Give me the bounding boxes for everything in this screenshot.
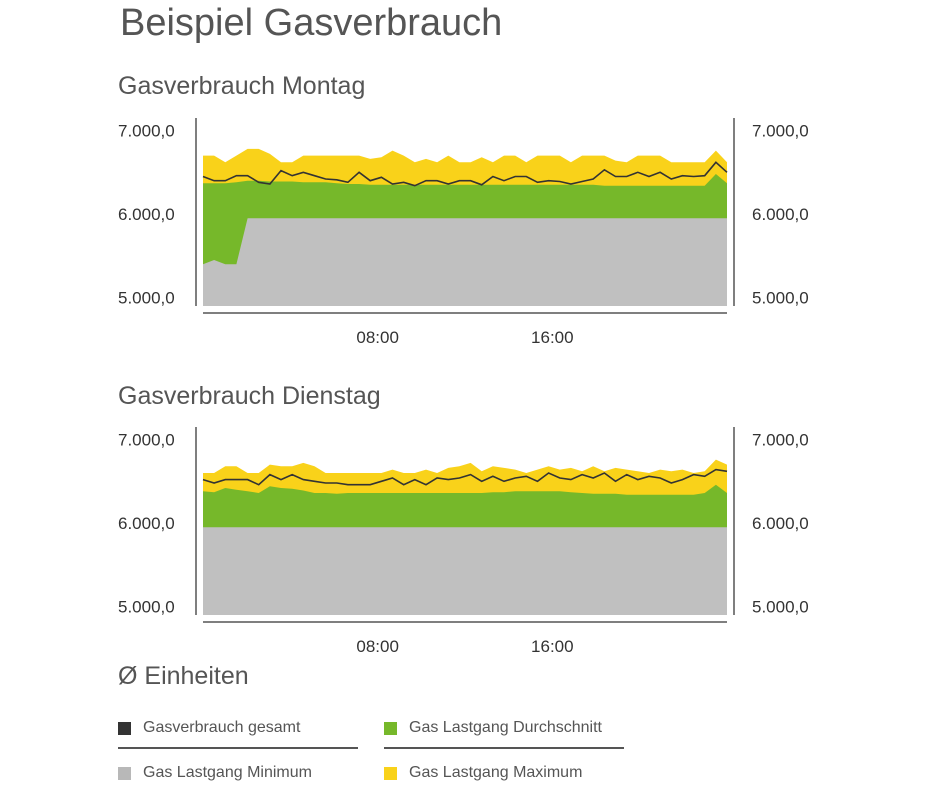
chart-title-dienstag: Gasverbrauch Dienstag (118, 382, 381, 410)
chart-montag: 7.000,0 7.000,0 6.000,0 6.000,0 5.000,0 5.000… (118, 118, 809, 347)
y-tick-label-right: 6.000,0 (752, 205, 809, 224)
legend-swatch (118, 721, 131, 735)
legend-label: Gas Lastgang Durchschnitt (409, 719, 602, 736)
legend-label: Gas Lastgang Maximum (409, 764, 583, 781)
series-gesamt-line (202, 468, 728, 486)
legend-divider (384, 747, 624, 749)
legend-item-maximum: Gas Lastgang Maximum (384, 764, 582, 782)
chart-dienstag: 7.000,0 7.000,0 6.000,0 6.000,0 5.000,0 5.000… (118, 427, 809, 656)
series-minimum-area (203, 218, 727, 306)
legend-swatch (118, 766, 131, 780)
x-tick-label: 08:00 (356, 637, 399, 656)
y-tick-label-left: 6.000,0 (118, 514, 175, 533)
y-tick-label-right: 5.000,0 (752, 598, 809, 617)
y-tick-label-right: 5.000,0 (752, 289, 809, 308)
y-tick-label-right: 7.000,0 (752, 122, 809, 141)
legend-item-gesamt: Gasverbrauch gesamt (118, 719, 300, 737)
legend-swatch (384, 721, 397, 735)
y-tick-label-left: 5.000,0 (118, 598, 175, 617)
legend-label: Gasverbrauch gesamt (143, 719, 301, 736)
y-tick-label-right: 7.000,0 (752, 431, 809, 450)
legend-title: Ø Einheiten (118, 662, 249, 690)
x-tick-label: 08:00 (356, 328, 399, 347)
chart-title-montag: Gasverbrauch Montag (118, 72, 366, 100)
y-tick-label-left: 7.000,0 (118, 122, 175, 141)
series-gesamt-line (202, 161, 728, 187)
legend-item-durchschnitt: Gas Lastgang Durchschnitt (384, 719, 602, 737)
y-tick-label-right: 6.000,0 (752, 514, 809, 533)
y-tick-label-left: 6.000,0 (118, 205, 175, 224)
x-tick-label: 16:00 (531, 328, 574, 347)
legend-item-minimum: Gas Lastgang Minimum (118, 764, 312, 782)
legend-label: Gas Lastgang Minimum (143, 764, 312, 781)
y-tick-label-left: 7.000,0 (118, 431, 175, 450)
legend-swatch (384, 766, 397, 780)
series-minimum-area (203, 527, 727, 615)
legend-divider (118, 747, 358, 749)
page-title: Beispiel Gasverbrauch (120, 2, 503, 44)
y-tick-label-left: 5.000,0 (118, 289, 175, 308)
x-tick-label: 16:00 (531, 637, 574, 656)
